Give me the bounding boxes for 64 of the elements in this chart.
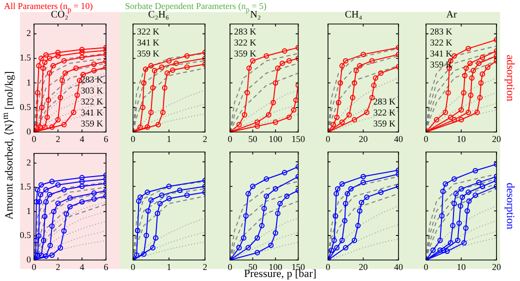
- x-tick-label: 0: [424, 262, 429, 272]
- annotation: 359 K: [373, 118, 396, 128]
- annotation: 322 K: [137, 26, 160, 36]
- y-tick-label: 2: [26, 157, 31, 168]
- x-tick-label: 0: [424, 134, 429, 144]
- y2-axis-title: desorption: [504, 182, 516, 230]
- y-tick-label: 0: [26, 126, 32, 136]
- x-tick-label: 2: [202, 262, 208, 272]
- x-tick-label: 100: [268, 134, 283, 144]
- x-tick-label: 20: [492, 262, 502, 272]
- annotation: 283 K: [430, 26, 453, 36]
- x-tick-label: 6: [104, 134, 109, 144]
- y-tick-label: 1.5: [20, 182, 32, 192]
- x-tick-label: 150: [292, 262, 306, 272]
- y-tick-label: 0.5: [20, 102, 32, 112]
- y-tick-label: 0.5: [20, 230, 32, 240]
- chart-title: CO₂: [50, 10, 68, 21]
- annotation: 283 K: [373, 96, 396, 106]
- annotation: 303 K: [80, 85, 104, 96]
- x-tick-label: 20: [492, 134, 502, 144]
- x-tick-label: 1: [166, 262, 172, 272]
- y-tick-label: 1: [26, 206, 31, 216]
- x-tick-label: 0: [228, 262, 233, 272]
- x-tick-label: 20: [358, 262, 368, 272]
- x-tick-label: 0: [228, 134, 233, 144]
- x-tick-label: 6: [104, 262, 109, 272]
- y-tick-label: 1.5: [20, 52, 32, 63]
- x-tick-label: 0: [130, 262, 136, 272]
- annotation: 359 K: [137, 48, 160, 58]
- x-tick-label: 4: [80, 262, 85, 272]
- annotation: 322 K: [234, 37, 257, 48]
- y-tick-label: 2: [26, 28, 31, 38]
- x-tick-label: 150: [292, 134, 306, 144]
- x-tick-label: 2: [56, 262, 60, 272]
- x-tick-label: 10: [456, 134, 466, 144]
- y-tick-label: 0: [26, 254, 32, 264]
- y2-axis-title: adsorption: [504, 54, 516, 102]
- x-tick-label: 2: [202, 134, 208, 144]
- x-tick-label: 20: [358, 134, 368, 144]
- annotation: 322 K: [430, 37, 453, 48]
- annotation: 341 K: [80, 107, 104, 118]
- annotation: 359 K: [80, 118, 104, 128]
- annotation: 322 K: [373, 107, 396, 118]
- y-tick-label: 1: [26, 77, 31, 88]
- annotation: 359 K: [234, 48, 257, 58]
- x-tick-label: 0: [130, 134, 136, 144]
- chart-title: N₂: [250, 10, 261, 21]
- x-tick-label: 1: [166, 134, 172, 144]
- x-tick-label: 50: [248, 134, 258, 144]
- x-tick-label: 10: [456, 262, 466, 272]
- x-tick-label: 50: [248, 262, 258, 272]
- x-tick-label: 4: [80, 134, 85, 144]
- annotation: 341 K: [430, 48, 453, 58]
- x-tick-label: 2: [56, 134, 60, 144]
- x-tick-label: 0: [326, 262, 331, 272]
- x-tick-label: 40: [394, 262, 404, 272]
- chart-title: Ar: [446, 10, 458, 21]
- x-tick-label: 0: [326, 134, 331, 144]
- x-tick-label: 100: [268, 262, 283, 272]
- annotation: 283 K: [234, 26, 257, 36]
- x-tick-label: 40: [394, 134, 404, 144]
- annotation: 341 K: [137, 37, 160, 48]
- annotation: 322 K: [80, 96, 104, 106]
- chart-title: CH₄: [344, 10, 363, 21]
